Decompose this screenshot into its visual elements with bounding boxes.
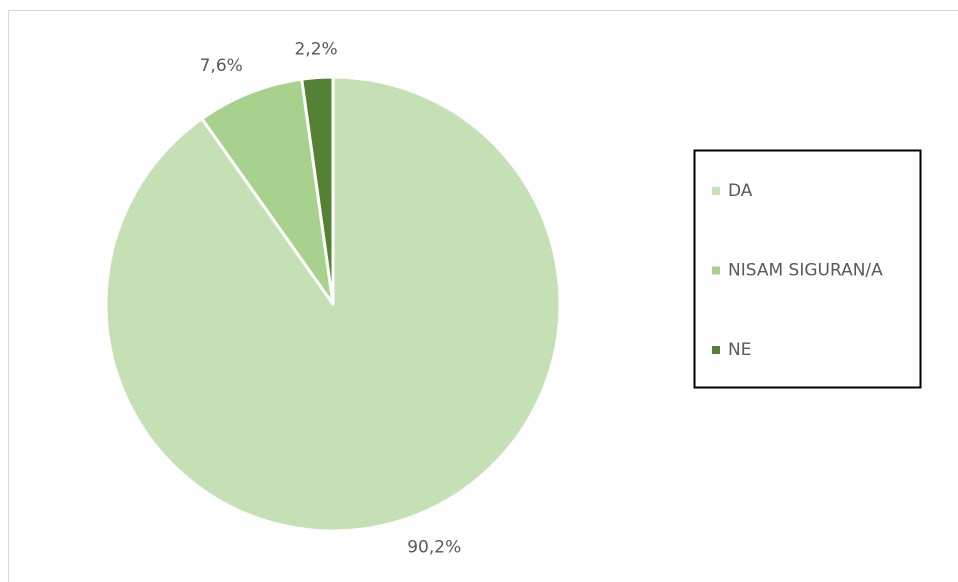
legend-box xyxy=(693,149,922,389)
legend-swatch xyxy=(712,346,720,354)
legend-swatch xyxy=(712,266,720,275)
data-label: 2,2% xyxy=(294,40,337,60)
pie-slice xyxy=(200,77,335,306)
data-label: 90,2% xyxy=(407,537,461,557)
pie-slice xyxy=(300,75,335,306)
legend-label: NE xyxy=(728,340,751,360)
legend-swatch xyxy=(712,187,720,195)
data-label: 7,6% xyxy=(200,56,243,76)
legend-label: DA xyxy=(728,181,753,201)
legend-label: NISAM SIGURAN/A xyxy=(728,261,883,281)
